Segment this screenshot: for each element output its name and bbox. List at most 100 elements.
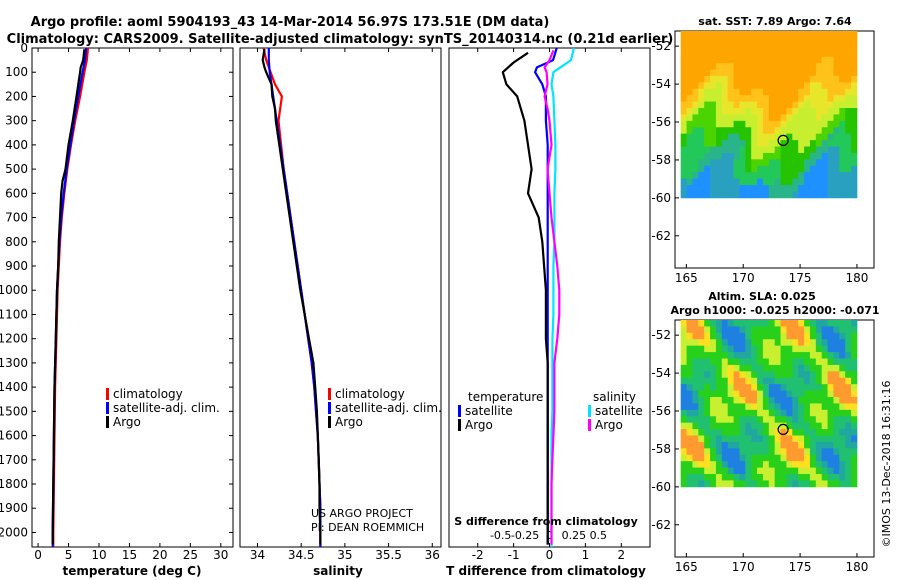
heat-cell — [733, 474, 740, 481]
depth-tick-label: 700 — [5, 211, 28, 225]
heat-cell — [839, 191, 846, 199]
heat-cell — [839, 108, 846, 115]
salinity-plot-frame — [239, 47, 442, 548]
heat-cell — [698, 75, 705, 83]
heat-cell — [686, 191, 693, 199]
heat-cell — [733, 165, 740, 173]
heat-cell — [751, 416, 758, 424]
heat-cell — [757, 454, 764, 462]
heat-cell — [733, 480, 740, 488]
heat-cell — [733, 435, 740, 443]
heat-cell — [762, 133, 770, 141]
heat-cell — [698, 82, 705, 90]
map-y-tick-label: -52 — [651, 328, 671, 342]
heat-cell — [833, 320, 840, 327]
heat-cell — [851, 377, 858, 385]
heat-cell — [833, 384, 840, 391]
heat-cell — [809, 63, 817, 70]
heat-cell — [698, 159, 705, 167]
heat-cell — [751, 409, 758, 417]
heat-cell — [715, 120, 723, 128]
heat-cell — [757, 384, 764, 391]
heat-cell — [792, 352, 799, 359]
heat-cell — [745, 133, 752, 141]
heat-cell — [751, 37, 758, 45]
heat-cell — [833, 409, 840, 417]
heat-cell — [804, 75, 811, 83]
heat-cell — [768, 377, 776, 385]
heat-cell — [733, 43, 740, 51]
heat-cell — [827, 127, 834, 135]
heat-cell — [839, 140, 846, 147]
heat-cell — [768, 152, 776, 160]
heat-cell — [792, 185, 799, 192]
heat-cell — [704, 371, 711, 379]
heat-cell — [733, 63, 740, 70]
heat-cell — [786, 88, 793, 96]
heat-cell — [680, 152, 687, 160]
heat-cell — [733, 108, 740, 115]
salinity-x-axis: 34 34.5 35 35.5 36 — [250, 48, 440, 562]
heat-cell — [827, 480, 834, 488]
heat-cell — [745, 320, 752, 327]
heat-cell — [774, 95, 781, 102]
heat-cell — [739, 448, 746, 456]
heat-cell — [798, 345, 805, 353]
heat-cell — [692, 108, 699, 115]
sla-map-axes: 165 170 175 180-52-54-56-58-60-62 — [651, 328, 868, 574]
heat-cell — [739, 108, 746, 115]
heat-cell — [804, 397, 811, 404]
secondary-tick-label: 0.5 — [590, 529, 608, 542]
heat-cell — [745, 461, 752, 468]
heat-cell — [845, 454, 852, 462]
heat-cell — [815, 82, 823, 90]
heat-cell — [704, 43, 711, 51]
heat-cell — [721, 474, 729, 481]
map-y-tick-label: -54 — [651, 366, 671, 380]
heat-cell — [809, 31, 817, 38]
heat-cell — [698, 191, 705, 199]
heat-cell — [821, 133, 828, 141]
heat-cell — [762, 31, 770, 38]
heat-cell — [768, 165, 776, 173]
heat-cell — [680, 185, 687, 192]
heat-cell — [710, 172, 717, 179]
heat-cell — [751, 178, 758, 186]
heat-cell — [751, 43, 758, 51]
heat-cell — [733, 422, 740, 430]
heat-cell — [751, 377, 758, 385]
heat-cell — [786, 422, 793, 430]
heat-cell — [762, 320, 770, 327]
heat-cell — [692, 56, 699, 64]
heat-cell — [833, 50, 840, 58]
heat-cell — [792, 371, 799, 379]
heat-cell — [827, 422, 834, 430]
heat-cell — [680, 63, 687, 70]
heat-cell — [698, 43, 705, 51]
heat-cell — [845, 352, 852, 359]
heat-cell — [804, 422, 811, 430]
legend-label: Argo — [113, 415, 141, 429]
heat-cell — [751, 435, 758, 443]
heat-cell — [845, 345, 852, 353]
heat-cell — [780, 352, 787, 359]
heat-cell — [721, 133, 729, 141]
heat-cell — [786, 146, 793, 154]
heat-cell — [845, 56, 852, 64]
heat-cell — [715, 63, 723, 70]
heat-cell — [727, 429, 734, 436]
heat-cell — [733, 332, 740, 340]
heat-cell — [715, 50, 723, 58]
heat-cell — [780, 191, 787, 199]
heat-cell — [845, 403, 852, 411]
heat-cell — [733, 358, 740, 366]
heat-cell — [804, 37, 811, 45]
heat-cell — [786, 101, 793, 109]
heat-cell — [704, 467, 711, 475]
heat-cell — [692, 332, 699, 340]
heat-cell — [762, 172, 770, 179]
heat-cell — [686, 474, 693, 481]
heat-cell — [710, 152, 717, 160]
heat-cell — [715, 165, 723, 173]
heat-cell — [786, 358, 793, 366]
